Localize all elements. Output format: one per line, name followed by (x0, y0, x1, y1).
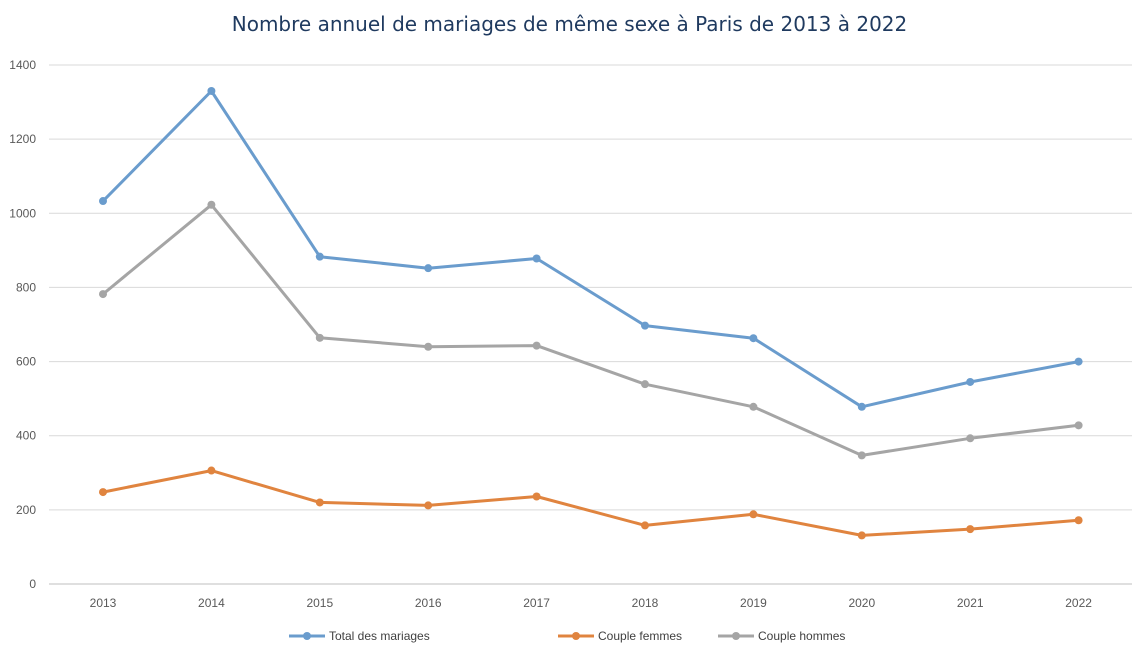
x-tick-label: 2019 (740, 596, 767, 610)
data-point (424, 264, 433, 273)
y-axis-ticks: 0 200 400 600 800 1000 1200 1400 (9, 58, 36, 591)
y-tick-label: 600 (16, 355, 36, 369)
series-line-0 (101, 89, 1081, 409)
data-point (424, 342, 433, 351)
series-lines (101, 89, 1081, 537)
data-point (99, 197, 107, 206)
legend-item: Total des mariages (289, 629, 430, 643)
data-point (207, 466, 216, 475)
y-tick-label: 1200 (9, 132, 36, 146)
x-tick-label: 2018 (632, 596, 659, 610)
legend-label: Couple femmes (598, 629, 682, 643)
data-point (315, 333, 324, 342)
data-point (966, 525, 975, 534)
data-point (424, 501, 433, 510)
data-point (966, 377, 975, 386)
data-point (857, 451, 866, 460)
y-tick-label: 400 (16, 429, 36, 443)
data-point (749, 402, 758, 411)
data-point (315, 498, 324, 507)
data-point (749, 510, 758, 519)
legend-swatch-marker (732, 632, 740, 640)
series-line-1 (101, 469, 1081, 537)
data-point (1074, 357, 1083, 366)
legend-label: Total des mariages (329, 629, 430, 643)
data-point (99, 488, 107, 497)
gridlines (49, 64, 1132, 585)
data-point (1074, 421, 1083, 430)
y-tick-label: 200 (16, 503, 36, 517)
legend-swatch-marker (572, 632, 580, 640)
series-points (99, 86, 1083, 540)
x-tick-label: 2015 (306, 596, 333, 610)
x-tick-label: 2014 (198, 596, 225, 610)
data-point (857, 402, 866, 411)
data-point (966, 434, 975, 443)
x-tick-label: 2021 (957, 596, 984, 610)
data-point (641, 521, 649, 530)
x-tick-label: 2017 (523, 596, 550, 610)
data-point (315, 252, 324, 261)
x-tick-label: 2016 (415, 596, 442, 610)
y-tick-label: 1000 (9, 206, 36, 220)
y-tick-label: 0 (29, 577, 36, 591)
data-point (641, 380, 649, 389)
data-point (207, 86, 216, 95)
data-point (641, 321, 649, 330)
chart-title: Nombre annuel de mariages de même sexe à… (231, 12, 908, 36)
data-point (532, 254, 541, 263)
data-point (749, 334, 758, 343)
legend-label: Couple hommes (758, 629, 845, 643)
data-point (532, 341, 541, 350)
data-point (99, 290, 107, 299)
data-point (532, 492, 541, 501)
y-tick-label: 1400 (9, 58, 36, 72)
data-point (207, 200, 216, 209)
series-line-2 (101, 203, 1081, 457)
data-point (857, 531, 866, 540)
legend-item: Couple hommes (718, 629, 845, 643)
x-tick-label: 2013 (90, 596, 117, 610)
legend-swatch-marker (303, 632, 311, 640)
x-tick-label: 2020 (848, 596, 875, 610)
x-axis-ticks: 2013 2014 2015 2016 2017 2018 2019 2020 2021 2022 (90, 596, 1093, 610)
legend: Total des mariages Couple femmes Couple ho… (289, 629, 845, 643)
x-tick-label: 2022 (1065, 596, 1092, 610)
data-point (1074, 516, 1083, 525)
y-tick-label: 800 (16, 280, 36, 294)
legend-item: Couple femmes (558, 629, 682, 643)
